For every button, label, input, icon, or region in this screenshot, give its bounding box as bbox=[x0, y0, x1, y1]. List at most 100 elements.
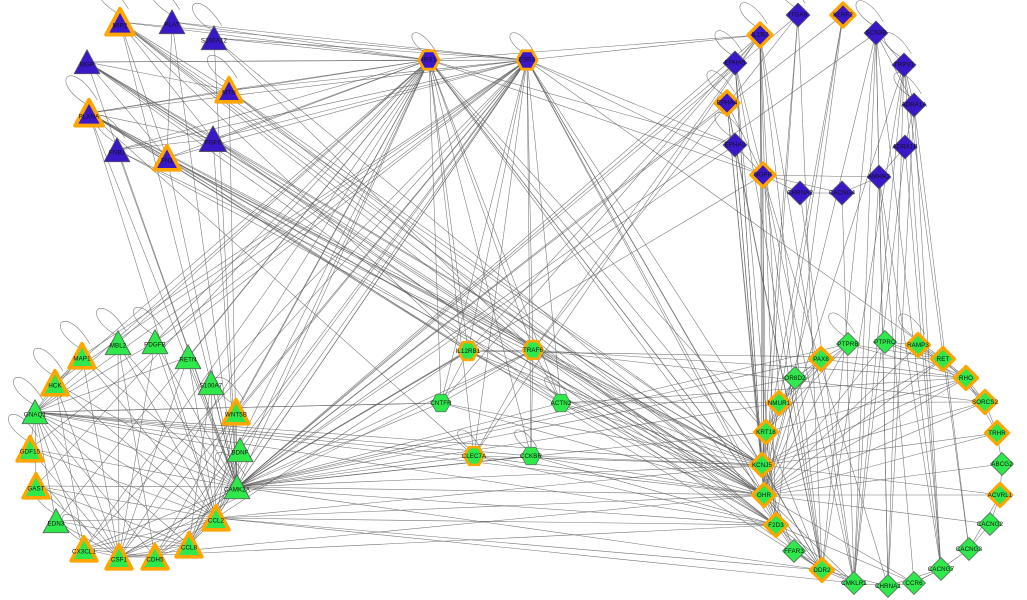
graph-node-s100a12[interactable]: S100A12 bbox=[200, 24, 228, 52]
graph-edge bbox=[428, 59, 764, 176]
graph-edge bbox=[86, 61, 763, 466]
graph-node-ramp3[interactable]: RAMP3 bbox=[904, 331, 932, 359]
graph-node-csf1[interactable]: CSF1 bbox=[104, 542, 134, 571]
graph-node-cmklr1[interactable]: CMKLR1 bbox=[841, 571, 867, 596]
graph-node-ffar3[interactable]: FFAR3 bbox=[782, 539, 807, 564]
graph-node-cntfr[interactable]: CNTFR bbox=[430, 393, 452, 414]
graph-node-ddr2[interactable]: DDR2 bbox=[808, 556, 836, 584]
graph-node-adra1a[interactable]: ADRA1A bbox=[901, 92, 927, 118]
graph-node-epha5[interactable]: EPHA5 bbox=[722, 50, 748, 76]
graph-node-cckbr[interactable]: CCKBR bbox=[520, 446, 542, 467]
graph-node-ghr[interactable]: GHR bbox=[750, 481, 778, 509]
graph-node-epha3[interactable]: EPHA3 bbox=[722, 132, 748, 158]
graph-node-irs1[interactable]: IRS1 bbox=[417, 49, 441, 71]
graph-edge bbox=[55, 517, 217, 522]
graph-edge bbox=[878, 176, 942, 570]
graph-node-gnaq1[interactable]: GNAQ1 bbox=[21, 398, 49, 426]
graph-node-cacng3[interactable]: CACNG3 bbox=[956, 537, 982, 562]
graph-node-ccl2[interactable]: CCL2 bbox=[201, 503, 231, 532]
graph-node-wnt5b[interactable]: WNT5B bbox=[221, 397, 251, 426]
graph-node-trhr[interactable]: TRHR bbox=[983, 419, 1011, 447]
graph-node-rho[interactable]: RHO bbox=[952, 364, 980, 392]
graph-node-adra1b[interactable]: ADRA1B bbox=[892, 134, 918, 160]
graph-node-klrf2[interactable]: KLRF2 bbox=[829, 1, 857, 29]
graph-edge bbox=[212, 138, 823, 571]
graph-edge bbox=[29, 59, 528, 450]
graph-node-chrna1[interactable]: CHRNA1 bbox=[875, 574, 901, 599]
graph-node-plxna[interactable]: PLXNA bbox=[73, 97, 105, 128]
graph-node-ptprb[interactable]: PTPRB bbox=[836, 332, 861, 357]
graph-node-ngfr[interactable]: NGFR bbox=[749, 161, 777, 189]
graph-edge bbox=[875, 32, 942, 570]
graph-node-plat[interactable]: PLAT bbox=[158, 8, 186, 36]
graph-node-ccl8[interactable]: CCL8 bbox=[174, 530, 204, 559]
graph-node-epha4[interactable]: EPHA4 bbox=[713, 89, 741, 117]
graph-node-retn[interactable]: RETN bbox=[174, 343, 202, 371]
graph-node-pax8[interactable]: PAX8 bbox=[807, 345, 835, 373]
graph-node-ccr6[interactable]: CCR6 bbox=[902, 571, 927, 596]
graph-node-hck[interactable]: HCK bbox=[40, 368, 70, 397]
graph-node-nmur1[interactable]: NMUR1 bbox=[765, 389, 793, 417]
graph-node-il1r2[interactable]: IL1R2 bbox=[746, 21, 774, 49]
graph-node-fgf6[interactable]: FGF6 bbox=[198, 124, 228, 154]
graph-node-itga8[interactable]: ITGA8 bbox=[785, 2, 811, 28]
graph-node-cacng2[interactable]: CACNG2 bbox=[977, 512, 1003, 537]
graph-edge bbox=[236, 102, 728, 488]
graph-node-trpv1[interactable]: TRPV1 bbox=[891, 52, 917, 78]
graph-node-acvrl1[interactable]: ACVRL1 bbox=[986, 481, 1014, 509]
graph-node-mip2[interactable]: MIP2 bbox=[104, 6, 136, 37]
graph-self-loop bbox=[207, 54, 238, 83]
graph-node-mtn[interactable]: MTN bbox=[214, 75, 244, 104]
graph-node-kcnj5[interactable]: KCNJ5 bbox=[748, 451, 776, 479]
graph-edge bbox=[215, 464, 763, 519]
graph-node-amhr2[interactable]: AMHR2 bbox=[866, 164, 892, 190]
graph-node-sorcs2[interactable]: SORCS2 bbox=[971, 388, 999, 416]
graph-edge bbox=[29, 448, 120, 558]
graph-edge bbox=[35, 59, 430, 487]
graph-node-gdf15[interactable]: GDF15 bbox=[15, 434, 45, 463]
graph-node-map1[interactable]: MAP1 bbox=[67, 341, 97, 370]
graph-edge bbox=[236, 14, 844, 488]
graph-node-cacng7[interactable]: CACNG7 bbox=[928, 557, 954, 582]
graph-node-bdnf[interactable]: BDNF bbox=[226, 436, 254, 464]
graph-edge bbox=[236, 32, 877, 488]
graph-edge bbox=[212, 59, 528, 140]
graph-node-fn1[interactable]: FN1 bbox=[152, 143, 182, 172]
graph-node-cx3cl1[interactable]: CX3CL1 bbox=[69, 534, 99, 563]
graph-edge bbox=[118, 494, 765, 558]
graph-node-ret[interactable]: RET bbox=[929, 345, 957, 373]
graph-node-cacng4[interactable]: CACNG4 bbox=[829, 180, 855, 206]
graph-node-s100a7[interactable]: S100A7 bbox=[197, 369, 225, 397]
graph-node-esr2[interactable]: ESR2 bbox=[515, 49, 539, 71]
graph-node-f2rl3[interactable]: F2D3 bbox=[762, 511, 790, 539]
graph-node-traf6[interactable]: TRAF6 bbox=[521, 339, 545, 361]
graph-node-or8d2[interactable]: OR8D2 bbox=[783, 366, 808, 391]
graph-node-camk2a[interactable]: CAMK2A bbox=[223, 473, 251, 501]
graph-node-mgp[interactable]: MGP bbox=[73, 48, 101, 76]
graph-edge bbox=[473, 455, 765, 496]
graph-edge bbox=[83, 517, 217, 550]
graph-edge bbox=[763, 463, 1003, 496]
graph-edge bbox=[117, 342, 120, 558]
graph-node-gast[interactable]: GAST bbox=[21, 471, 51, 500]
graph-edge bbox=[118, 486, 238, 558]
graph-node-mbl2[interactable]: MBL2 bbox=[104, 329, 132, 357]
graph-node-scn3b[interactable]: SCN3B bbox=[863, 20, 889, 46]
graph-edge bbox=[473, 455, 777, 526]
graph-node-edn3[interactable]: EDN3 bbox=[42, 507, 70, 535]
graph-node-cdh5[interactable]: CDH5 bbox=[140, 542, 170, 571]
graph-edge bbox=[117, 342, 217, 519]
graph-edge bbox=[560, 402, 777, 526]
graph-node-pdgfb[interactable]: PDGFB bbox=[141, 328, 169, 356]
graph-node-abcg2[interactable]: ABCG2 bbox=[990, 452, 1015, 477]
graph-node-krt18[interactable]: KRT18 bbox=[752, 418, 780, 446]
graph-edge bbox=[440, 402, 763, 466]
graph-edge bbox=[212, 59, 430, 140]
graph-node-actn2[interactable]: ACTN2 bbox=[551, 393, 572, 414]
graph-node-fnb1[interactable]: FNB1 bbox=[103, 136, 131, 164]
graph-node-clec7a[interactable]: CLEC7A bbox=[462, 445, 486, 467]
graph-node-ptpro[interactable]: PTPRO bbox=[873, 330, 898, 355]
graph-node-chrna2[interactable]: CHRNA2 bbox=[787, 180, 813, 206]
graph-node-il12rb1[interactable]: IL12RB1 bbox=[456, 340, 480, 362]
